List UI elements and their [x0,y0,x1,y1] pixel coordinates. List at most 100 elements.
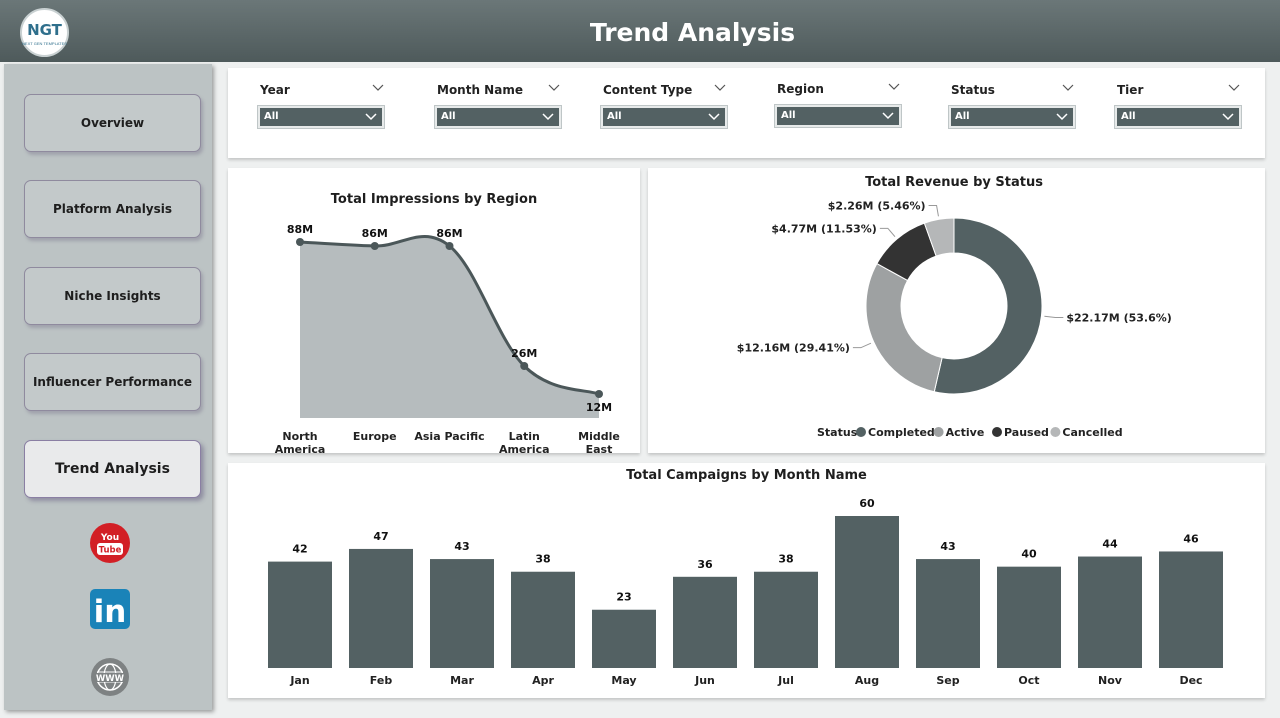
filter-month-chevron-icon[interactable] [548,84,560,92]
bar [430,559,494,668]
chevron-down-icon [1056,113,1068,121]
slice-label: $4.77M (11.53%) [771,222,876,235]
youtube-icon[interactable]: You Tube [89,522,131,564]
filter-content-type-value: All [607,111,622,122]
x-tick-label: Aug [855,674,879,687]
filter-content-type-chevron-icon[interactable] [714,84,726,92]
impressions-chart-title: Total Impressions by Region [330,192,538,207]
legend-label: Cancelled [1062,426,1122,439]
data-point [520,362,529,370]
filter-year-dropdown[interactable]: All [258,106,384,128]
slice-label: $22.17M (53.6%) [1066,312,1171,325]
filter-tier-dropdown[interactable]: All [1115,106,1241,128]
donut-slice [933,217,1043,395]
youtube-icon-text-bottom: Tube [99,546,122,556]
data-label: 43 [454,540,469,553]
page-title: Trend Analysis [589,18,796,47]
x-tick-label: Dec [1179,674,1202,687]
filter-year-chevron-icon[interactable] [372,84,384,92]
x-tick-label: Europe [353,430,397,443]
slice-label: $12.16M (29.41%) [737,342,850,355]
data-label: 38 [535,553,550,566]
chevron-down-icon [882,112,894,120]
data-label: 86M [362,227,388,240]
bar [997,566,1061,668]
legend-marker [992,427,1002,437]
ngt-logo: NGT NEXT GEN TEMPLATES [20,8,69,57]
website-globe-icon[interactable]: WWW [90,657,130,697]
x-tick-label: Mar [450,674,474,687]
chevron-down-icon [708,113,720,121]
youtube-icon-text-top: You [100,533,119,543]
campaigns-by-month-card: Total Campaigns by Month Name 42 Jan 47 Feb… [228,463,1265,698]
www-icon-text: WWW [96,674,125,684]
x-tick-label: May [611,674,636,687]
filter-status-dropdown[interactable]: All [949,106,1075,128]
filter-status-value: All [955,111,970,122]
bar [916,559,980,668]
data-label: 43 [940,540,955,553]
nav-platform-analysis-button[interactable]: Platform Analysis [24,180,201,238]
leader-line [879,227,896,238]
filter-tier-label: Tier [1117,83,1144,97]
filter-panel: Year All Month Name All Content Type All… [228,68,1265,158]
filter-month-dropdown[interactable]: All [435,106,561,128]
chevron-down-icon [542,113,554,121]
data-label: 40 [1021,548,1037,561]
x-tick-label: North [282,430,317,443]
bar [511,571,575,668]
chevron-down-icon [1222,113,1234,121]
filter-tier-value: All [1121,111,1136,122]
bar [1159,551,1223,668]
slice-label: $2.26M (5.46%) [828,199,926,212]
filter-month-label: Month Name [437,83,523,97]
data-label: 44 [1102,538,1118,551]
data-point [296,238,304,246]
campaigns-chart-title: Total Campaigns by Month Name [626,468,867,483]
campaigns-bar-chart: 42 Jan 47 Feb 43 Mar 38 Apr 23 May 36 Jun 38 Jul 60 Aug… [268,497,1223,687]
chevron-down-icon [365,113,377,121]
nav-trend-analysis-button[interactable]: Trend Analysis [24,440,201,498]
bar [754,571,818,668]
filter-status-chevron-icon[interactable] [1062,84,1074,92]
legend-label: Paused [1004,426,1049,439]
impressions-by-region-card: Total Impressions by Region 88M North Amer… [228,168,640,453]
filter-region-chevron-icon[interactable] [888,83,900,91]
data-label: 26M [511,347,537,360]
data-label: 88M [287,223,313,236]
legend-marker [856,427,866,437]
data-label: 47 [373,530,388,543]
leader-line [928,204,939,217]
data-label: 86M [436,227,462,240]
logo-subtext: NEXT GEN TEMPLATES [22,41,67,46]
logo-text: NGT [27,21,62,39]
filter-tier-chevron-icon[interactable] [1228,84,1240,92]
x-tick-label: Nov [1098,674,1123,687]
filter-month-value: All [441,111,456,122]
nav-overview-button[interactable]: Overview [24,94,201,152]
linkedin-icon[interactable]: in [90,589,130,629]
x-tick-label: Middle [578,430,620,443]
legend-marker [933,427,944,437]
x-tick-label: Asia Pacific [414,430,484,443]
nav-niche-insights-button[interactable]: Niche Insights [24,267,201,325]
sidebar: Overview Platform Analysis Niche Insight… [4,64,212,710]
x-tick-label: Jul [777,674,794,687]
bar [835,516,899,668]
filter-region-dropdown[interactable]: All [775,105,901,127]
nav-influencer-performance-button[interactable]: Influencer Performance [24,353,201,411]
x-tick-label: America [275,443,326,453]
legend-label: Completed [868,426,935,439]
legend-marker [1050,427,1061,437]
x-tick-label: Jun [694,674,715,687]
data-point [370,242,379,250]
x-tick-label: Latin [509,430,540,443]
x-tick-label: Apr [532,674,554,687]
bar [1078,556,1142,668]
x-tick-label: Feb [370,674,393,687]
filter-region-label: Region [777,82,824,96]
filter-content-type-dropdown[interactable]: All [601,106,727,128]
leader-line [852,342,872,349]
x-tick-label: East [586,443,613,453]
